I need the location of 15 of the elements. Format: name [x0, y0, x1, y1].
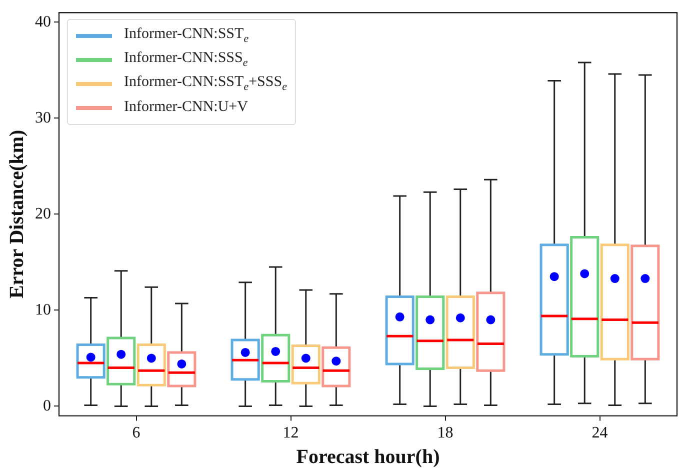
x-tick-label: 24	[592, 424, 608, 442]
legend-label: Informer-CNN:SSS$_{e}$	[124, 50, 248, 70]
x-axis-title: Forecast hour(h)	[296, 446, 440, 468]
y-tick-label: 40	[35, 13, 51, 30]
y-tick-label: 0	[43, 397, 51, 414]
y-tick-label: 30	[35, 109, 51, 126]
legend-label: Informer-CNN:U+V	[124, 99, 248, 116]
y-tick-label: 10	[35, 301, 51, 318]
legend-label: Informer-CNN:SST$_{e}$+SSS$_{e}$	[124, 74, 287, 94]
x-tick-label: 6	[132, 424, 140, 442]
x-tick-label: 18	[437, 424, 454, 442]
y-tick-label: 20	[35, 205, 51, 222]
x-tick-label: 12	[282, 424, 299, 442]
legend-label: Informer-CNN:SST$_{e}$	[124, 26, 249, 46]
y-axis-title: Error Distance(km)	[6, 130, 28, 299]
